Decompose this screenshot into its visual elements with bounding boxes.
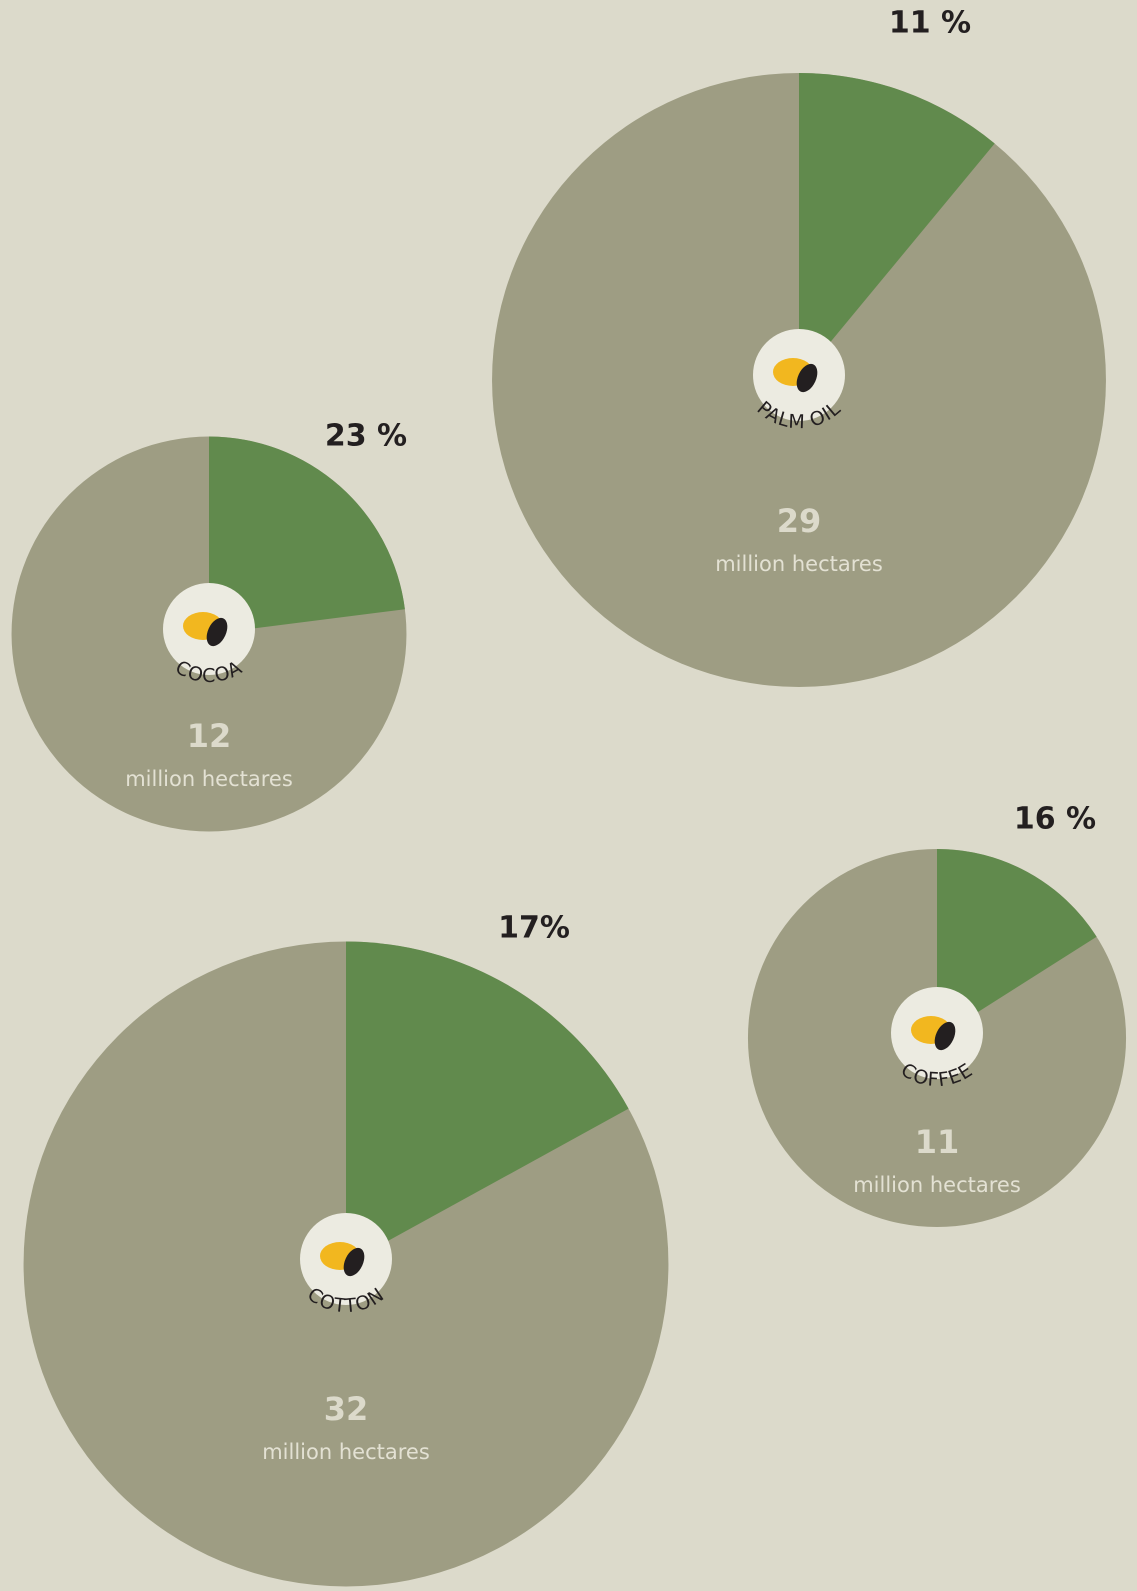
total-value: 11 xyxy=(915,1123,960,1161)
pie-slice xyxy=(346,941,629,1264)
pie-slice xyxy=(937,848,1097,1038)
percent-label: 17% xyxy=(498,911,570,946)
pie-slice xyxy=(209,436,405,634)
percent-label: 23 % xyxy=(325,419,407,454)
icon xyxy=(343,1247,365,1277)
percent-label: 16 % xyxy=(1014,802,1096,837)
total-value: 32 xyxy=(324,1390,369,1428)
icon xyxy=(796,363,818,393)
percent-label: 11 % xyxy=(889,6,971,41)
total-unit: million hectares xyxy=(125,767,293,791)
total-unit: million hectares xyxy=(262,1440,430,1464)
icon xyxy=(934,1021,956,1051)
total-value: 12 xyxy=(187,717,232,755)
total-unit: million hectares xyxy=(853,1173,1021,1197)
pie-slice xyxy=(799,73,995,381)
total-value: 29 xyxy=(777,502,822,540)
total-unit: million hectares xyxy=(715,552,883,576)
icon xyxy=(206,617,228,647)
